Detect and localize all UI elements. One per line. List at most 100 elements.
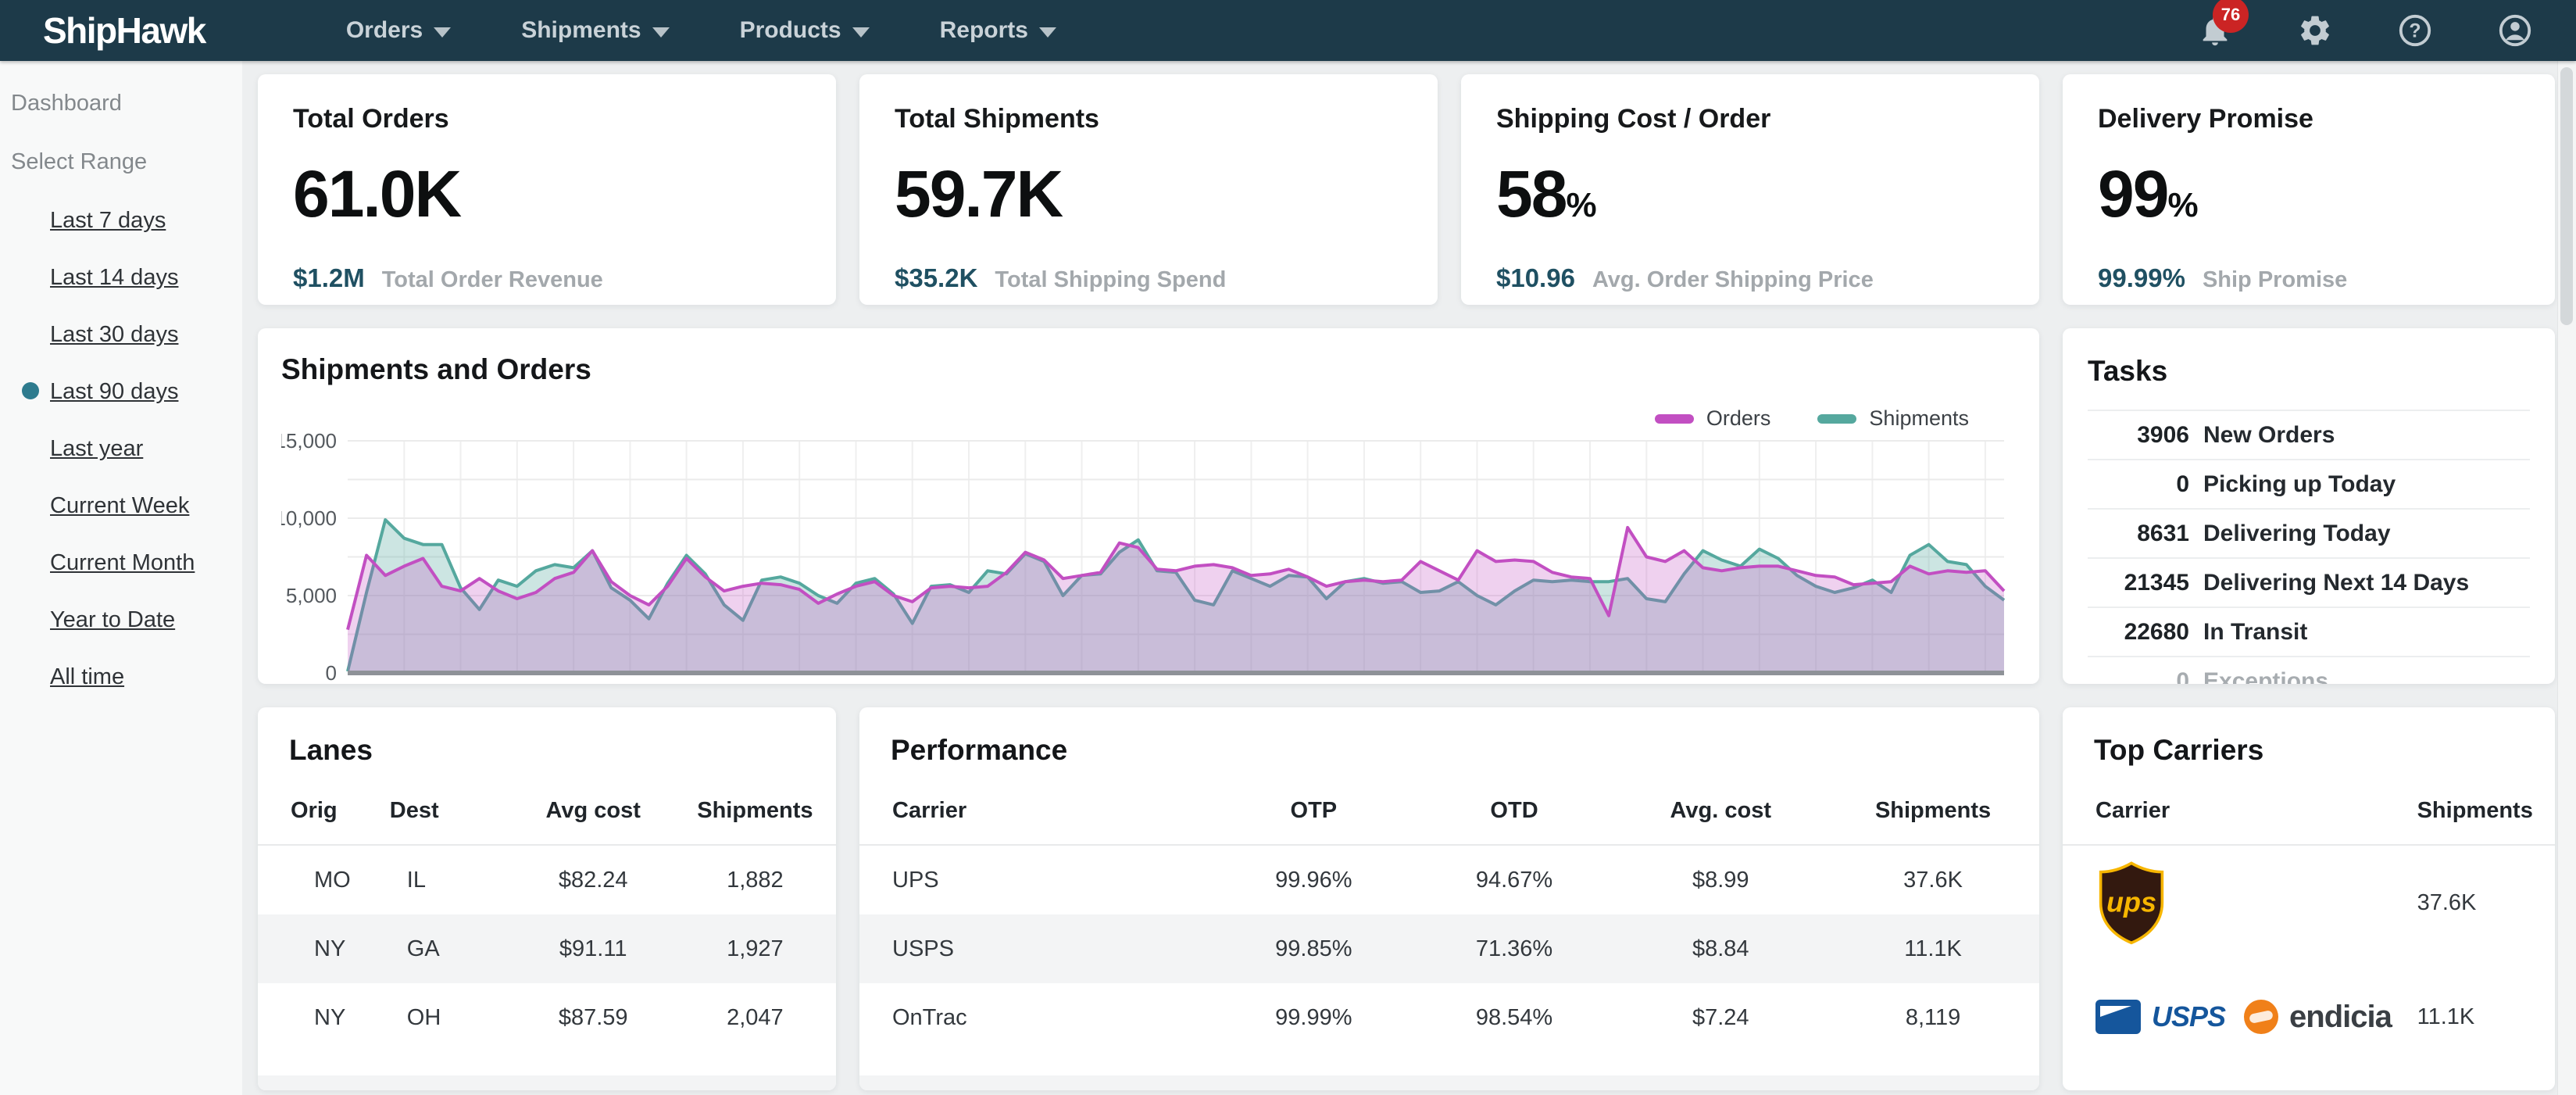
task-label: New Orders — [2203, 422, 2335, 448]
nav-menu-orders[interactable]: Orders — [346, 17, 452, 44]
chevron-down-icon — [852, 27, 870, 38]
task-label: Delivering Today — [2203, 521, 2391, 546]
sidebar-item-year-to-date[interactable]: Year to Date — [50, 607, 176, 632]
kpi-sub-value: $10.96 — [1496, 263, 1575, 292]
settings-gear-icon[interactable] — [2297, 13, 2333, 48]
nav-menu-products[interactable]: Products — [740, 17, 870, 44]
legend-item-shipments[interactable]: Shipments — [1817, 406, 1969, 431]
task-row-in-transit[interactable]: 22680 In Transit — [2088, 607, 2530, 656]
table-row: USPS 99.85% 71.36% $8.84 11.1K — [859, 914, 2039, 983]
kpi-sub-value: $35.2K — [895, 263, 978, 292]
lane-dest: GA — [406, 936, 440, 961]
column-header: Orig — [291, 798, 338, 823]
orders-swatch — [1654, 413, 1694, 424]
vertical-scrollbar — [2557, 61, 2576, 1095]
nav-menu-reports[interactable]: Reports — [940, 17, 1056, 44]
task-row-delivering-today[interactable]: 8631 Delivering Today — [2088, 508, 2530, 557]
task-row-new-orders[interactable]: 3906 New Orders — [2088, 410, 2530, 459]
svg-text:ups: ups — [2106, 886, 2156, 918]
legend-item-orders[interactable]: Orders — [1654, 406, 1770, 431]
sidebar-item-last-90-days[interactable]: Last 90 days — [22, 379, 234, 405]
carrier-otd: 71.36% — [1475, 936, 1553, 961]
notification-badge: 76 — [2213, 0, 2249, 33]
task-row-exceptions[interactable]: 0 Exceptions — [2088, 656, 2530, 684]
area-chart-canvas: 0 5,000 10,000 15,000 Feb 1, 2023 Feb 13, 202… — [274, 429, 2006, 684]
nav-menu-shipments[interactable]: Shipments — [521, 17, 670, 44]
carrier-otp: 99.85% — [1275, 936, 1352, 961]
lane-shipments: 1,882 — [727, 867, 784, 893]
sidebar-item-last-year[interactable]: Last year — [50, 436, 144, 461]
carrier-otd: 94.67% — [1475, 867, 1553, 893]
table-row: USPS endicia 11.1K — [2063, 960, 2555, 1074]
column-header: Shipments — [2417, 798, 2533, 823]
task-count: 0 — [2176, 668, 2189, 684]
carrier-name: OnTrac — [892, 1004, 967, 1030]
lane-avg-cost: $87.59 — [558, 1004, 628, 1030]
task-count: 21345 — [2124, 570, 2189, 596]
lanes-header-row: Orig Dest Avg cost Shipments — [258, 787, 836, 846]
svg-text:Feb 20, 2023: Feb 20, 2023 — [645, 683, 765, 684]
performance-header-row: Carrier OTP OTD Avg. cost Shipments — [859, 787, 2039, 846]
chart-title: Shipments and Orders — [281, 353, 591, 385]
svg-text:5,000: 5,000 — [286, 584, 337, 607]
kpi-sub-label: Total Order Revenue — [381, 267, 603, 292]
carrier-otp: 99.96% — [1275, 867, 1352, 893]
kpi-title: Total Orders — [293, 104, 449, 134]
sidebar-item-current-month[interactable]: Current Month — [50, 550, 195, 575]
lane-avg-cost: $82.24 — [558, 867, 628, 893]
sidebar-item-current-week[interactable]: Current Week — [50, 493, 190, 518]
svg-text:15,000: 15,000 — [281, 433, 337, 453]
lane-shipments: 2,047 — [727, 1004, 784, 1030]
column-header: Carrier — [892, 798, 967, 823]
svg-text:Mar 13, 2023: Mar 13, 2023 — [1041, 683, 1160, 684]
chevron-down-icon — [1038, 27, 1056, 38]
svg-text:10,000: 10,000 — [281, 506, 337, 530]
range-list: Last 7 days Last 14 days Last 30 days La… — [11, 208, 234, 690]
sidebar-item-last-30-days[interactable]: Last 30 days — [50, 322, 179, 347]
chevron-down-icon — [652, 27, 670, 38]
active-range-indicator — [22, 382, 39, 399]
task-row-picking-up-today[interactable]: 0 Picking up Today — [2088, 459, 2530, 508]
account-icon[interactable] — [2497, 13, 2533, 48]
carrier-otd: 98.54% — [1475, 1004, 1553, 1030]
svg-text:Apr 24, 2023: Apr 24, 2023 — [1833, 683, 1949, 684]
column-header: Carrier — [2095, 798, 2170, 823]
kpi-title: Total Shipments — [895, 104, 1099, 134]
help-icon[interactable]: ? — [2397, 13, 2433, 48]
carrier-otp: 99.99% — [1275, 1004, 1352, 1030]
nav-menu-shipments-label: Shipments — [521, 17, 641, 43]
sidebar-item-last-14-days[interactable]: Last 14 days — [50, 265, 179, 290]
kpi-sub-value: $1.2M — [293, 263, 365, 292]
kpi-sub-label: Ship Promise — [2202, 267, 2348, 292]
top-carriers-header-row: Carrier Shipments — [2063, 787, 2555, 846]
svg-text:Apr 17, 2023: Apr 17, 2023 — [1701, 683, 1817, 684]
task-label: Exceptions — [2203, 668, 2329, 684]
lane-shipments: 1,927 — [727, 936, 784, 961]
carrier-avg-cost: $8.99 — [1692, 867, 1749, 893]
shipments-orders-chart-card: Shipments and Orders Orders Shipments 0 5… — [258, 328, 2039, 684]
shiphawk-logo[interactable]: ShipHawk — [43, 10, 206, 51]
carrier-shipments: 8,119 — [1905, 1004, 1961, 1030]
kpi-sub-label: Avg. Order Shipping Price — [1592, 267, 1874, 292]
sidebar-dashboard-label: Dashboard — [11, 91, 122, 116]
carrier-shipments: 11.1K — [1904, 936, 1962, 961]
task-label: Picking up Today — [2203, 471, 2396, 497]
svg-text:Apr 1, 2023: Apr 1, 2023 — [1406, 683, 1510, 684]
lane-orig: NY — [314, 1004, 346, 1030]
performance-title: Performance — [891, 734, 1068, 766]
notifications-bell-icon[interactable]: 76 — [2197, 0, 2249, 48]
svg-text:Feb 13, 2023: Feb 13, 2023 — [513, 683, 633, 684]
ups-logo-icon: ups — [2063, 861, 2417, 945]
sidebar-item-last-7-days[interactable]: Last 7 days — [50, 208, 166, 233]
kpi-sub-value: 99.99% — [2098, 263, 2185, 292]
task-row-delivering-next-14-days[interactable]: 21345 Delivering Next 14 Days — [2088, 557, 2530, 607]
kpi-card-total-shipments: Total Shipments 59.7K $35.2K Total Shipp… — [859, 74, 1438, 305]
column-header: Shipments — [697, 798, 813, 823]
kpi-sub-label: Total Shipping Spend — [995, 267, 1227, 292]
top-carriers-title: Top Carriers — [2094, 734, 2264, 766]
kpi-value: 99% — [2098, 157, 2199, 231]
scrollbar-thumb[interactable] — [2560, 67, 2573, 325]
nav-menu-products-label: Products — [739, 17, 841, 43]
sidebar-item-all-time[interactable]: All time — [50, 664, 125, 689]
svg-text:Mar 1, 2023: Mar 1, 2023 — [820, 683, 929, 684]
